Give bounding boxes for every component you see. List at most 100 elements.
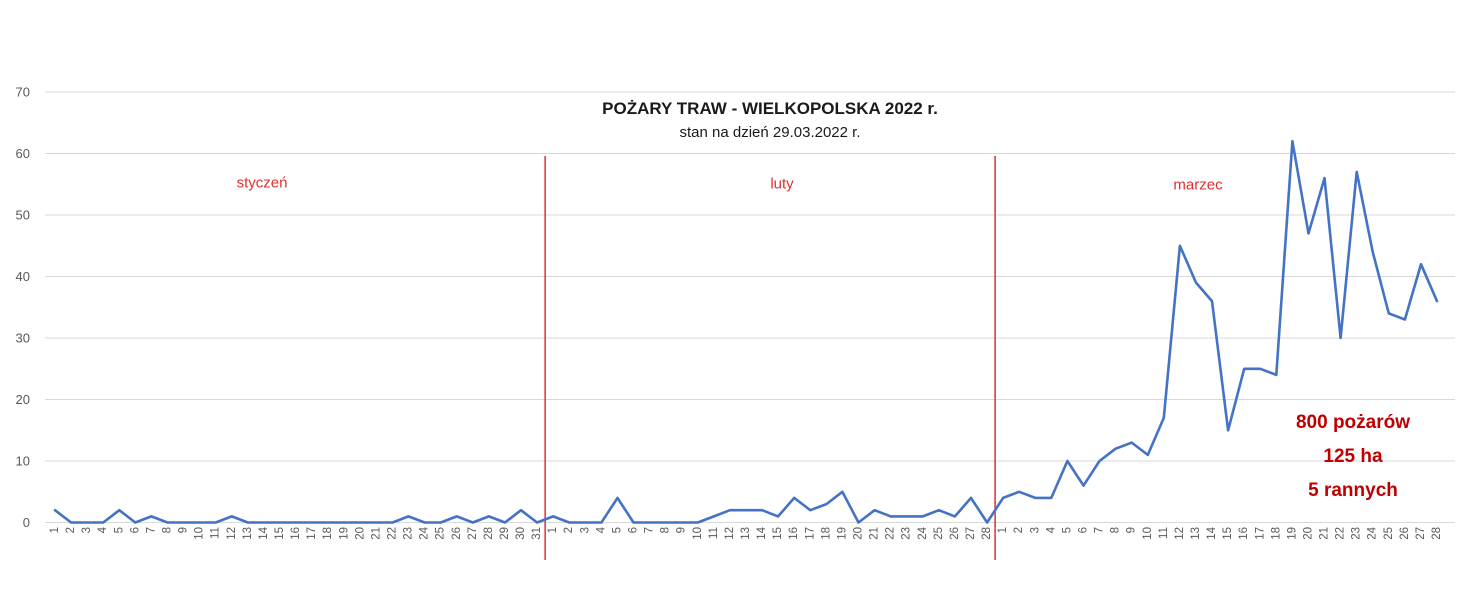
x-axis-tick-label: 20: [1302, 527, 1314, 540]
x-axis-tick-label: 9: [1126, 527, 1138, 533]
x-axis-tick-label: 22: [1335, 527, 1347, 540]
x-axis-tick-label: 5: [611, 527, 623, 533]
month-label-luty: luty: [770, 175, 794, 193]
x-axis-tick-label: 26: [451, 527, 463, 540]
x-axis-tick-label: 3: [579, 527, 591, 533]
x-axis-tick-label: 13: [740, 527, 752, 540]
data-series-line: [53, 139, 1439, 524]
x-axis-tick-label: 25: [1383, 527, 1395, 540]
x-axis-tick-label: 20: [853, 527, 865, 540]
chart-title: POŻARY TRAW - WIELKOPOLSKA 2022 r.: [602, 99, 938, 118]
x-axis-tick-label: 31: [531, 527, 543, 540]
x-axis-tick-label: 24: [1367, 526, 1379, 539]
x-axis-tick-label: 16: [1238, 527, 1250, 540]
y-axis-tick-label: 10: [16, 454, 30, 469]
y-axis-tick-label: 40: [16, 269, 30, 284]
x-axis-tick-label: 23: [1351, 527, 1363, 540]
x-axis-tick-label: 16: [788, 527, 800, 540]
summary-annotation: 800 pożarów 125 ha 5 rannych: [1296, 406, 1410, 508]
x-axis-tick-label: 18: [820, 527, 832, 540]
x-axis-tick-label: 8: [161, 527, 173, 533]
x-axis-tick-label: 25: [933, 527, 945, 540]
x-axis-tick-label: 8: [660, 527, 672, 533]
x-axis-tick-label: 4: [1045, 526, 1057, 533]
x-axis-tick-label: 22: [386, 527, 398, 540]
x-axis-tick-label: 3: [81, 527, 93, 533]
x-axis-tick-label: 15: [1222, 527, 1234, 540]
x-axis-tick-label: 1: [49, 527, 61, 533]
x-axis-tick-label: 10: [692, 527, 704, 540]
x-axis-tick-label: 13: [1190, 527, 1202, 540]
x-axis-tick-label: 19: [836, 527, 848, 540]
x-axis-tick-label: 5: [113, 527, 125, 533]
x-axis-tick-label: 21: [869, 527, 881, 540]
x-axis-tick-label: 18: [322, 527, 334, 540]
x-axis-tick-label: 6: [129, 527, 141, 533]
x-axis-tick-label: 17: [306, 527, 318, 540]
x-axis-tick-label: 3: [1029, 527, 1041, 533]
x-axis-tick-label: 12: [1174, 527, 1186, 540]
x-axis-tick-label: 30: [515, 527, 527, 540]
x-axis-tick-label: 7: [145, 527, 157, 533]
x-axis-tick-label: 28: [981, 527, 993, 540]
month-label-marzec: marzec: [1173, 176, 1223, 194]
x-axis-tick-label: 17: [804, 527, 816, 540]
x-axis-tick-label: 21: [1319, 527, 1331, 540]
x-axis-tick-label: 27: [467, 527, 479, 540]
x-axis-tick-label: 9: [178, 527, 190, 533]
x-axis-tick-label: 11: [210, 527, 222, 539]
x-axis-tick-label: 11: [1158, 527, 1170, 539]
y-axis-tick-label: 0: [23, 515, 30, 530]
x-axis-tick-label: 11: [708, 527, 720, 539]
annotation-area-burned: 125 ha: [1323, 446, 1383, 467]
y-axis-tick-label: 20: [16, 392, 30, 407]
x-axis-tick-label: 19: [1286, 527, 1298, 540]
x-axis-tick-label: 27: [965, 527, 977, 540]
y-axis-tick-label: 60: [16, 146, 30, 161]
x-axis-tick-label: 2: [65, 527, 77, 533]
x-axis-tick-label: 4: [97, 526, 109, 533]
chart-subtitle: stan na dzień 29.03.2022 r.: [679, 124, 861, 141]
x-axis-tick-label: 7: [644, 527, 656, 533]
annotation-fires-count: 800 pożarów: [1295, 412, 1411, 433]
x-axis-tick-label: 10: [194, 527, 206, 540]
x-axis-tick-label: 23: [901, 527, 913, 540]
x-axis-tick-label: 2: [1013, 527, 1025, 533]
x-axis-tick-label: 21: [370, 527, 382, 540]
x-axis-tick-label: 6: [628, 527, 640, 533]
y-axis-tick-label: 50: [16, 208, 30, 223]
x-axis-tick-label: 8: [1110, 527, 1122, 533]
x-axis-tick-label: 10: [1142, 527, 1154, 540]
x-axis-tick-label: 20: [354, 527, 366, 540]
x-axis-tick-label: 23: [403, 527, 415, 540]
x-axis-tick-label: 7: [1094, 527, 1106, 533]
x-axis-tick-label: 24: [917, 526, 929, 539]
x-axis-tick-label: 26: [1399, 527, 1411, 540]
x-axis-tick-label: 26: [949, 527, 961, 540]
x-axis-tick-label: 17: [1254, 527, 1266, 540]
x-axis-tick-label: 16: [290, 527, 302, 540]
x-axis-tick-label: 4: [595, 526, 607, 533]
x-axis-tick-label: 13: [242, 527, 254, 540]
y-axis-tick-label: 30: [16, 331, 30, 346]
x-axis-tick-label: 12: [724, 527, 736, 540]
x-axis-tick-label: 28: [1431, 527, 1443, 540]
x-axis-tick-label: 9: [676, 527, 688, 533]
x-axis-tick-label: 15: [772, 527, 784, 540]
annotation-injured-count: 5 rannych: [1308, 480, 1398, 501]
x-axis-tick-label: 25: [435, 527, 447, 540]
x-axis-tick-label: 12: [226, 527, 238, 540]
x-axis-tick-label: 14: [756, 526, 768, 539]
x-axis-tick-label: 24: [419, 526, 431, 539]
y-axis-tick-label: 70: [16, 85, 30, 100]
x-axis-tick-label: 15: [274, 527, 286, 540]
month-label-styczen: styczeń: [236, 174, 288, 192]
x-axis-tick-label: 18: [1270, 527, 1282, 540]
x-axis-tick-label: 5: [1061, 527, 1073, 533]
x-axis-tick-label: 28: [483, 527, 495, 540]
x-axis-tick-label: 27: [1415, 527, 1427, 540]
x-axis-tick-label: 2: [563, 527, 575, 533]
x-axis-tick-label: 14: [1206, 526, 1218, 539]
